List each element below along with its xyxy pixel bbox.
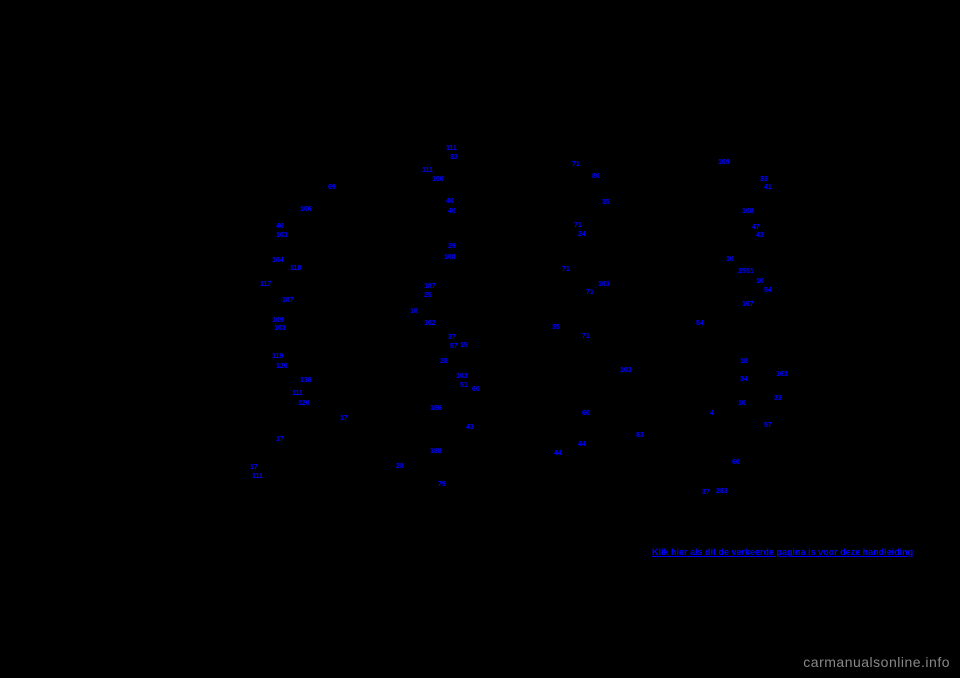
col3-label: 83 xyxy=(636,432,644,439)
col2-label: 111 xyxy=(446,145,457,152)
col2-label: 103 xyxy=(456,373,468,380)
col4-label: 43 xyxy=(756,232,764,239)
col2-label: 102 xyxy=(424,320,436,327)
col3-label: 44 xyxy=(554,450,562,457)
col1-label: 107 xyxy=(282,297,294,304)
col4-label: 41 xyxy=(764,184,772,191)
col1-label: 106 xyxy=(300,206,312,213)
col4-label: 108 xyxy=(742,208,754,215)
col2-label: 51 xyxy=(460,382,468,389)
col4-label: 10 xyxy=(726,256,734,263)
col1-label: 104 xyxy=(272,257,284,264)
col4-label: 37 xyxy=(702,489,710,496)
col3-label: 24 xyxy=(578,231,586,238)
col2-label: 111 xyxy=(422,167,433,174)
col2-label: 37 xyxy=(448,334,456,341)
col4-label: 54 xyxy=(764,287,772,294)
col4-label: 163 xyxy=(776,371,788,378)
col1-label: 40 xyxy=(276,223,284,230)
col3-label: 71 xyxy=(586,289,594,296)
col3-label: 103 xyxy=(620,367,632,374)
col3-label: 71 xyxy=(572,161,580,168)
col4-label: 51 xyxy=(746,268,754,275)
col4-label: 283 xyxy=(716,488,728,495)
col1-label: 119 xyxy=(272,353,283,360)
col2-label: 40 xyxy=(448,208,456,215)
col1-label: 120 xyxy=(298,400,310,407)
col4-label: 107 xyxy=(742,301,754,308)
col2-label: 40 xyxy=(446,198,454,205)
col2-label: 10 xyxy=(410,308,418,315)
col2-label: 186 xyxy=(430,405,442,412)
col4-label: 47 xyxy=(752,224,760,231)
col4-label: 33 xyxy=(760,176,768,183)
col3-label: 60 xyxy=(582,410,590,417)
col3-label: 103 xyxy=(598,281,610,288)
col1-label: 138 xyxy=(300,377,312,384)
col1-label: 117 xyxy=(260,281,271,288)
col3-label: 71 xyxy=(574,222,582,229)
col2-label: 187 xyxy=(424,283,436,290)
col3-label: 35 xyxy=(602,199,610,206)
col3-label: 44 xyxy=(578,441,586,448)
col1-label: 69 xyxy=(328,184,336,191)
col1-label: 111 xyxy=(252,473,263,480)
col4-label: 57 xyxy=(764,422,772,429)
col2-label: 79 xyxy=(438,481,446,488)
col2-label: 57 xyxy=(450,343,458,350)
col4-label: 18 xyxy=(740,358,748,365)
col2-label: 60 xyxy=(472,386,480,393)
col1-label: 111 xyxy=(292,390,303,397)
col1-label: 120 xyxy=(276,363,288,370)
col4-label: 34 xyxy=(740,376,748,383)
col4-label: 60 xyxy=(732,459,740,466)
col3-label: 35 xyxy=(552,324,560,331)
col4-label: 54 xyxy=(696,320,704,327)
col1-label: 103 xyxy=(276,232,288,239)
col4-label: 10 xyxy=(738,400,746,407)
col2-label: 43 xyxy=(466,424,474,431)
manual-page: 6910640103104118117107109103119120138111… xyxy=(0,0,960,678)
col2-label: 188 xyxy=(430,448,442,455)
col4-label: 4 xyxy=(710,410,714,417)
col1-label: 118 xyxy=(290,265,301,272)
col1-label: 109 xyxy=(272,317,284,324)
col2-label: 100 xyxy=(432,176,444,183)
watermark-text: carmanualsonline.info xyxy=(803,654,950,670)
wrong-page-link[interactable]: Klik hier als dit de verkeerde pagina is… xyxy=(652,547,913,557)
col3-label: 80 xyxy=(592,173,600,180)
col2-label: 28 xyxy=(396,463,404,470)
col1-label: 103 xyxy=(274,325,286,332)
col2-label: 29 xyxy=(448,243,456,250)
col2-label: 15 xyxy=(460,342,468,349)
col4-label: 25 xyxy=(738,268,746,275)
col2-label: 33 xyxy=(450,154,458,161)
col3-label: 71 xyxy=(562,266,570,273)
col1-label: 17 xyxy=(340,415,348,422)
col4-label: 109 xyxy=(718,159,730,166)
col1-label: 17 xyxy=(250,464,258,471)
col3-label: 71 xyxy=(582,333,590,340)
col2-label: 28 xyxy=(440,358,448,365)
col4-label: 33 xyxy=(774,395,782,402)
col2-label: 108 xyxy=(444,254,456,261)
col2-label: 25 xyxy=(424,292,432,299)
col1-label: 17 xyxy=(276,436,284,443)
col4-label: 10 xyxy=(756,278,764,285)
